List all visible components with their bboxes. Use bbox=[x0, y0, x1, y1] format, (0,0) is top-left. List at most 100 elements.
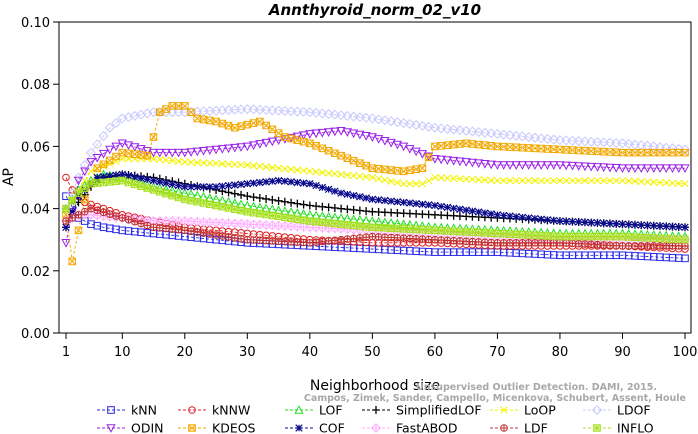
data-point bbox=[143, 184, 152, 192]
data-point bbox=[674, 235, 683, 244]
data-point bbox=[231, 234, 239, 242]
data-point bbox=[542, 133, 553, 144]
data-point bbox=[299, 216, 308, 224]
data-point bbox=[681, 223, 689, 231]
data-point bbox=[86, 158, 96, 167]
x-tick-label: 60 bbox=[427, 345, 444, 360]
data-point bbox=[493, 176, 502, 185]
data-point bbox=[255, 194, 264, 203]
data-point bbox=[361, 132, 371, 141]
data-point bbox=[642, 140, 653, 151]
data-point bbox=[274, 129, 283, 137]
data-point bbox=[349, 191, 358, 200]
data-point bbox=[87, 167, 95, 175]
data-point bbox=[618, 232, 627, 241]
data-point bbox=[412, 165, 420, 174]
data-point bbox=[412, 180, 420, 188]
data-point bbox=[193, 228, 202, 236]
data-point bbox=[324, 169, 333, 177]
data-point bbox=[80, 195, 89, 204]
legend-label: LDF bbox=[524, 421, 548, 434]
data-point bbox=[504, 130, 515, 141]
data-point bbox=[443, 227, 452, 235]
data-point bbox=[343, 154, 352, 163]
data-point bbox=[106, 172, 114, 180]
data-point bbox=[168, 157, 176, 165]
data-point bbox=[293, 166, 301, 174]
data-point bbox=[637, 221, 645, 229]
data-point bbox=[556, 145, 564, 154]
data-point bbox=[568, 239, 577, 248]
y-tick-label: 0.02 bbox=[21, 265, 50, 280]
data-point bbox=[137, 219, 145, 228]
data-point bbox=[404, 119, 415, 130]
data-point bbox=[273, 105, 284, 116]
data-point bbox=[431, 142, 439, 151]
data-point bbox=[168, 225, 177, 233]
series-ldf bbox=[62, 204, 689, 250]
data-point bbox=[443, 141, 452, 149]
y-tick-label: 0.04 bbox=[21, 203, 50, 218]
x-tick-label: 10 bbox=[114, 345, 131, 360]
data-point bbox=[531, 176, 539, 185]
data-point bbox=[467, 126, 478, 137]
data-point bbox=[336, 127, 346, 136]
data-point bbox=[392, 140, 403, 150]
x-tick-label: 50 bbox=[364, 345, 381, 360]
data-point bbox=[562, 239, 571, 247]
data-point bbox=[543, 216, 552, 224]
data-point bbox=[131, 173, 139, 181]
data-point bbox=[524, 161, 534, 170]
data-point bbox=[155, 224, 164, 232]
data-point bbox=[674, 164, 684, 174]
data-point bbox=[306, 179, 314, 188]
data-point bbox=[431, 226, 439, 235]
data-point bbox=[323, 128, 334, 137]
data-point bbox=[311, 107, 322, 118]
data-point bbox=[174, 193, 183, 202]
data-point bbox=[112, 171, 120, 179]
data-point bbox=[155, 108, 164, 116]
data-point bbox=[393, 234, 402, 242]
data-point bbox=[593, 176, 602, 185]
data-point bbox=[79, 160, 90, 171]
data-point bbox=[631, 233, 639, 242]
watermark-line-1: Campos, Zimek, Sander, Campello, Micenko… bbox=[304, 393, 686, 404]
data-point bbox=[512, 212, 520, 221]
data-point bbox=[618, 220, 627, 228]
data-point bbox=[173, 148, 184, 158]
data-point bbox=[606, 232, 614, 241]
chart-title: Annthyroid_norm_02_v10 bbox=[268, 1, 481, 19]
data-point bbox=[198, 146, 209, 156]
legend-label: kNNW bbox=[212, 403, 250, 418]
axis-ticks: 1 10 20 30 40 50 60 70 80 90 100 0.00 0.02 0.04 0.06 0.… bbox=[21, 16, 697, 360]
data-point bbox=[642, 164, 653, 174]
data-point bbox=[331, 170, 339, 178]
data-point bbox=[624, 233, 633, 241]
data-point bbox=[568, 217, 577, 226]
data-point bbox=[561, 135, 572, 146]
legend-item-ldf: LDF bbox=[490, 421, 548, 434]
data-point bbox=[387, 197, 395, 205]
data-point bbox=[243, 192, 252, 201]
data-point bbox=[381, 224, 389, 232]
data-point bbox=[424, 226, 433, 234]
data-point bbox=[512, 230, 520, 239]
data-point bbox=[618, 176, 627, 185]
data-point bbox=[124, 171, 133, 180]
data-point bbox=[306, 139, 314, 148]
data-point bbox=[274, 176, 283, 185]
data-point bbox=[524, 214, 533, 222]
data-point bbox=[93, 206, 102, 215]
data-point bbox=[230, 189, 239, 198]
data-point bbox=[579, 136, 590, 147]
legend-label: LDOF bbox=[617, 403, 651, 418]
data-point bbox=[231, 123, 239, 132]
data-point bbox=[174, 181, 183, 190]
data-point bbox=[437, 174, 445, 182]
data-point bbox=[667, 164, 678, 174]
data-point bbox=[605, 163, 615, 173]
data-point bbox=[549, 216, 558, 225]
data-point bbox=[599, 232, 608, 241]
data-point bbox=[573, 136, 584, 147]
